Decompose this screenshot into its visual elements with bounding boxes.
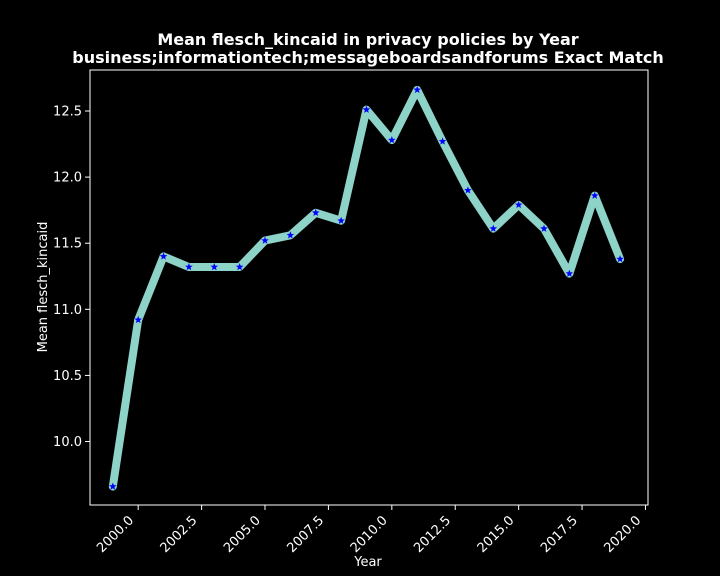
y-tick-label: 12.5 bbox=[53, 104, 82, 119]
data-point bbox=[261, 236, 269, 244]
series-line bbox=[108, 85, 625, 491]
x-tick-label: 2007.5 bbox=[284, 513, 327, 556]
y-tick-label: 10.0 bbox=[53, 435, 82, 450]
data-point bbox=[590, 191, 599, 199]
data-point bbox=[540, 224, 548, 232]
x-tick-label: 2020.0 bbox=[602, 513, 645, 556]
data-point bbox=[413, 85, 421, 94]
data-point bbox=[109, 482, 117, 490]
x-tick-label: 2002.5 bbox=[158, 513, 201, 556]
chart-subtitle: business;informationtech;messageboardsan… bbox=[72, 48, 663, 67]
x-tick-label: 2012.5 bbox=[411, 513, 454, 556]
x-tick-label: 2000.0 bbox=[94, 513, 137, 556]
data-point bbox=[514, 200, 523, 209]
data-point bbox=[159, 252, 168, 260]
y-tick-label: 12.0 bbox=[53, 171, 82, 186]
x-tick-label: 2010.0 bbox=[348, 513, 391, 556]
data-point bbox=[286, 231, 295, 239]
y-tick-label: 10.5 bbox=[53, 369, 82, 384]
data-point bbox=[134, 315, 142, 324]
data-point bbox=[210, 263, 219, 271]
x-axis-label: Year bbox=[353, 555, 382, 570]
plot-frame bbox=[89, 69, 649, 506]
data-point bbox=[337, 216, 345, 224]
y-tick-label: 11.0 bbox=[53, 303, 82, 318]
x-tick-label: 2015.0 bbox=[475, 513, 518, 556]
y-axis-ticks: 10.0 10.5 11.0 11.5 12.0 12.5 bbox=[53, 104, 90, 450]
data-point bbox=[388, 136, 396, 144]
data-point bbox=[464, 186, 472, 194]
data-point bbox=[489, 224, 498, 232]
data-point bbox=[438, 137, 447, 145]
data-point bbox=[185, 263, 193, 271]
y-axis-label: Mean flesch_kincaid bbox=[36, 222, 51, 353]
data-point bbox=[362, 105, 371, 113]
data-point bbox=[616, 255, 624, 263]
chart-title: Mean flesch_kincaid in privacy policies … bbox=[157, 30, 578, 49]
x-axis-ticks: 2000.0 2002.5 2005.0 2007.5 2010.0 2012.5 2015… bbox=[94, 505, 646, 556]
series-group bbox=[108, 85, 625, 491]
y-tick-label: 11.5 bbox=[53, 237, 82, 252]
x-tick-label: 2017.5 bbox=[538, 513, 581, 556]
data-point bbox=[565, 269, 574, 277]
x-tick-label: 2005.0 bbox=[221, 513, 264, 556]
data-point bbox=[235, 263, 244, 271]
data-point bbox=[311, 208, 320, 217]
